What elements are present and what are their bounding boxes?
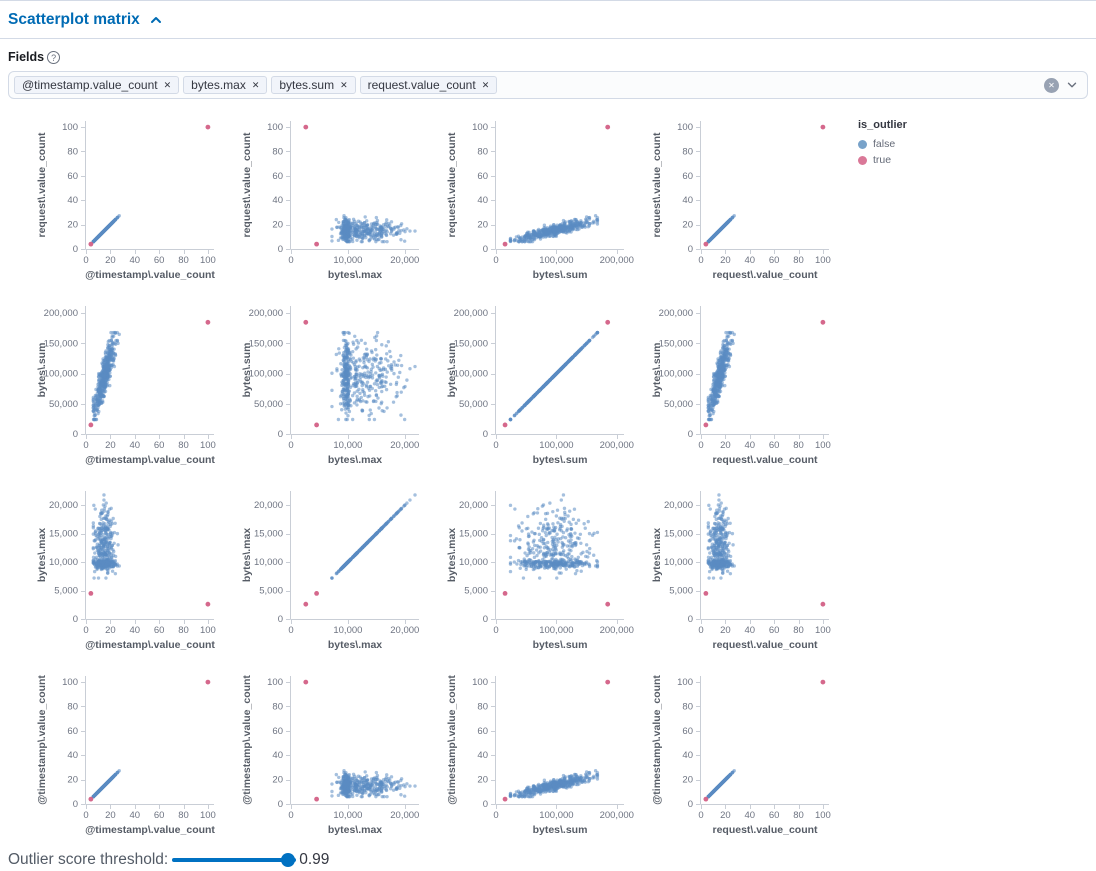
legend-label: true — [873, 154, 892, 166]
combobox-chevron-down-icon[interactable] — [1065, 78, 1079, 92]
remove-field-icon[interactable]: ✕ — [340, 79, 348, 90]
field-pill[interactable]: bytes.sum ✕ — [271, 76, 356, 94]
scatter-cell-request-vs-bytes_sum[interactable] — [444, 111, 649, 289]
scatter-cell-bytes_sum-vs-bytes_max[interactable] — [239, 296, 444, 474]
scatter-cell-request-vs-request[interactable] — [649, 111, 854, 289]
legend-swatch-icon — [858, 139, 867, 149]
legend-swatch-icon — [858, 155, 867, 165]
legend: is_outlier false true — [858, 119, 907, 170]
scatter-cell-request-vs-bytes_max[interactable] — [239, 111, 444, 289]
remove-field-icon[interactable]: ✕ — [251, 79, 260, 90]
scatter-cell-timestamp-vs-bytes_max[interactable] — [239, 666, 444, 844]
legend-label: false — [873, 138, 896, 150]
scatter-cell-timestamp-vs-request[interactable] — [649, 666, 854, 844]
outlier-threshold-slider[interactable] — [172, 852, 297, 868]
scatter-cell-bytes_max-vs-bytes_max[interactable] — [239, 481, 444, 659]
fields-combobox[interactable]: @timestamp.value_count ✕ bytes.max ✕ bytes.s… — [8, 71, 1088, 99]
scatter-cell-bytes_max-vs-bytes_sum[interactable] — [444, 481, 649, 659]
field-pill-label: @timestamp.value_count — [22, 78, 158, 92]
field-pill[interactable]: @timestamp.value_count ✕ — [14, 76, 180, 94]
scatter-cell-bytes_sum-vs-bytes_sum[interactable] — [444, 296, 649, 474]
field-pill-label: request.value_count — [367, 78, 476, 92]
remove-field-icon[interactable]: ✕ — [163, 79, 172, 90]
threshold-label: Outlier score threshold: — [8, 851, 169, 868]
clear-all-fields-icon[interactable]: ✕ — [1044, 77, 1059, 93]
legend-title: is_outlier — [858, 119, 907, 131]
panel-header: Scatterplot matrix — [0, 1, 1096, 39]
field-pill[interactable]: bytes.max ✕ — [183, 76, 268, 94]
question-in-circle-icon[interactable]: ? — [47, 50, 61, 64]
selected-fields-list: @timestamp.value_count ✕ bytes.max ✕ bytes.s… — [14, 76, 498, 94]
fields-label: Fields — [8, 50, 45, 64]
matrix-area: is_outlier false true — [0, 111, 1096, 844]
scatter-cell-bytes_sum-vs-request[interactable] — [649, 296, 854, 474]
scatter-cell-request-vs-timestamp[interactable] — [34, 111, 239, 289]
scatterplot-matrix — [8, 111, 1096, 844]
slider-thumb[interactable] — [280, 853, 295, 867]
legend-items: false true — [858, 138, 907, 166]
slider-track[interactable] — [172, 858, 297, 862]
threshold-row: Outlier score threshold: 0.99 — [8, 848, 1096, 871]
scatter-cell-bytes_max-vs-timestamp[interactable] — [34, 481, 239, 659]
scatter-cell-bytes_max-vs-request[interactable] — [649, 481, 854, 659]
combobox-actions: ✕ — [1044, 72, 1079, 98]
legend-item: false — [858, 138, 907, 150]
field-pill-label: bytes.sum — [279, 78, 335, 92]
scatter-cell-timestamp-vs-timestamp[interactable] — [34, 666, 239, 844]
field-pill[interactable]: request.value_count ✕ — [359, 76, 498, 94]
field-pill-label: bytes.max — [191, 78, 246, 92]
collapse-chevron-up-icon[interactable] — [148, 12, 164, 28]
panel-title[interactable]: Scatterplot matrix — [8, 11, 140, 28]
remove-field-icon[interactable]: ✕ — [481, 79, 490, 90]
scatter-cell-bytes_sum-vs-timestamp[interactable] — [34, 296, 239, 474]
threshold-value: 0.99 — [299, 851, 330, 868]
scatter-cell-timestamp-vs-bytes_sum[interactable] — [444, 666, 649, 844]
fields-header: Fields ? — [8, 50, 1088, 64]
legend-item: true — [858, 154, 907, 166]
